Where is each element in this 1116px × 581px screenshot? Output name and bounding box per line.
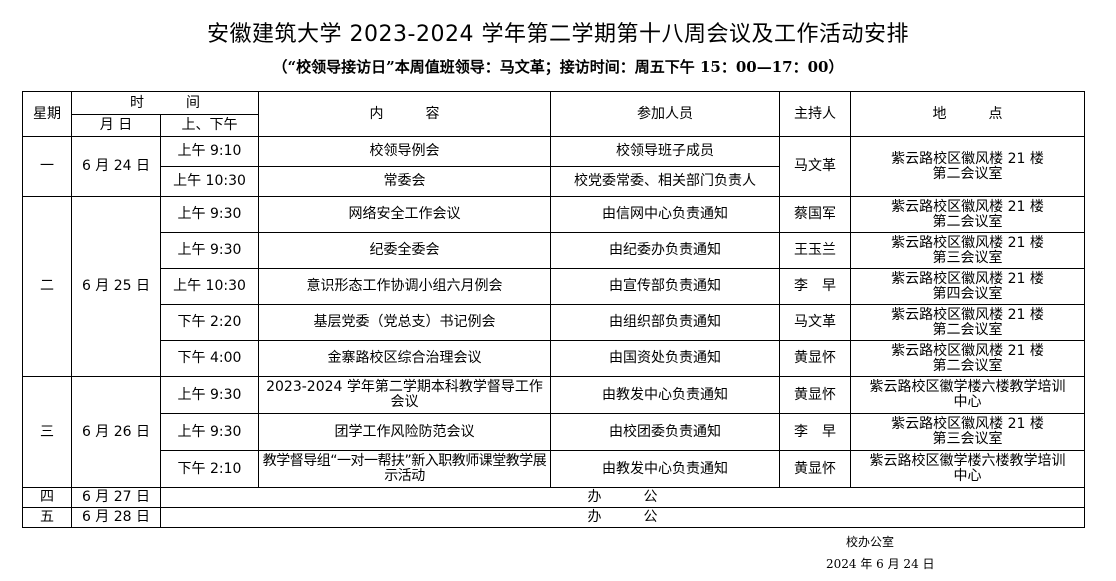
location-cell: 紫云路校区徽学楼六楼教学培训中心 bbox=[850, 376, 1085, 414]
footer-office: 校办公室 bbox=[846, 535, 895, 549]
table-row: 下午 2:10 教学督导组“一对一帮扶”新入职教师课堂教学展示活动 由教发中心负… bbox=[23, 450, 1085, 488]
date-cell: 6 月 27 日 bbox=[71, 487, 161, 508]
time-cell: 上午 9:30 bbox=[160, 376, 259, 414]
time-cell: 下午 4:00 bbox=[160, 340, 259, 377]
participants-cell: 由信网中心负责通知 bbox=[550, 196, 780, 233]
date-cell: 6 月 26 日 bbox=[71, 376, 161, 488]
header-host: 主持人 bbox=[779, 91, 851, 137]
location-cell: 紫云路校区徽风楼 21 楼第二会议室 bbox=[850, 136, 1085, 197]
location-cell: 紫云路校区徽学楼六楼教学培训中心 bbox=[850, 450, 1085, 488]
time-cell: 下午 2:10 bbox=[160, 450, 259, 488]
date-cell: 6 月 24 日 bbox=[71, 136, 161, 197]
participants-cell: 由教发中心负责通知 bbox=[550, 376, 780, 414]
host-cell: 马文革 bbox=[779, 304, 851, 341]
table-row: 上午 10:30 常委会 校党委常委、相关部门负责人 bbox=[23, 166, 1085, 197]
office-note-cell: 办 公 bbox=[160, 487, 1085, 508]
header-weekday: 星期 bbox=[22, 91, 72, 137]
host-cell: 黄显怀 bbox=[779, 340, 851, 377]
date-cell: 6 月 28 日 bbox=[71, 507, 161, 528]
participants-cell: 由教发中心负责通知 bbox=[550, 450, 780, 488]
footer-date: 2024 年 6 月 24 日 bbox=[826, 557, 935, 571]
host-cell: 黄显怀 bbox=[779, 450, 851, 488]
weekday-cell: 三 bbox=[22, 376, 72, 488]
content-cell: 基层党委（党总支）书记例会 bbox=[258, 304, 551, 341]
weekday-cell: 一 bbox=[22, 136, 72, 197]
table-row: 五 6 月 28 日 办 公 bbox=[22, 507, 1085, 528]
location-cell: 紫云路校区徽风楼 21 楼第四会议室 bbox=[850, 268, 1085, 305]
table-row: 上午 9:30 纪委全委会 由纪委办负责通知 王玉兰 紫云路校区徽风楼 21 楼… bbox=[23, 232, 1085, 269]
page-title: 安徽建筑大学 2023-2024 学年第二学期第十八周会议及工作活动安排 bbox=[207, 22, 909, 47]
location-cell: 紫云路校区徽风楼 21 楼第二会议室 bbox=[850, 304, 1085, 341]
content-cell: 常委会 bbox=[258, 166, 551, 197]
header-location: 地 点 bbox=[850, 91, 1085, 137]
location-cell: 紫云路校区徽风楼 21 楼第三会议室 bbox=[850, 232, 1085, 269]
content-cell: 2023-2024 学年第二学期本科教学督导工作会议 bbox=[258, 376, 551, 414]
participants-cell: 由纪委办负责通知 bbox=[550, 232, 780, 269]
table-row: 下午 2:20 基层党委（党总支）书记例会 由组织部负责通知 马文革 紫云路校区… bbox=[23, 304, 1085, 341]
content-cell: 网络安全工作会议 bbox=[258, 196, 551, 233]
participants-cell: 由校团委负责通知 bbox=[550, 413, 780, 451]
schedule-table: 星期 时 间 内 容 参加人员 主持人 地 点 月 日 上、下午 一 6 月 2… bbox=[22, 91, 1085, 528]
time-cell: 上午 9:10 bbox=[160, 136, 259, 167]
host-cell: 蔡国军 bbox=[779, 196, 851, 233]
time-cell: 上午 10:30 bbox=[160, 268, 259, 305]
participants-cell: 校领导班子成员 bbox=[550, 136, 780, 167]
host-cell: 黄显怀 bbox=[779, 376, 851, 414]
weekday-cell: 五 bbox=[22, 507, 72, 528]
host-cell: 李 早 bbox=[779, 268, 851, 305]
weekday-cell: 四 bbox=[22, 487, 72, 508]
location-cell: 紫云路校区徽风楼 21 楼第二会议室 bbox=[850, 340, 1085, 377]
time-cell: 上午 9:30 bbox=[160, 413, 259, 451]
content-cell: 校领导例会 bbox=[258, 136, 551, 167]
table-row: 二 6 月 25 日 上午 9:30 网络安全工作会议 由信网中心负责通知 蔡国… bbox=[22, 196, 1085, 377]
table-row: 上午 10:30 意识形态工作协调小组六月例会 由宣传部负责通知 李 早 紫云路… bbox=[23, 268, 1085, 305]
header-participants: 参加人员 bbox=[550, 91, 780, 137]
date-cell: 6 月 25 日 bbox=[71, 196, 161, 377]
table-row: 一 6 月 24 日 上午 9:10 校领导例会 校领导班子成员 马文革 紫云路… bbox=[22, 136, 1085, 197]
content-cell: 团学工作风险防范会议 bbox=[258, 413, 551, 451]
time-cell: 下午 2:20 bbox=[160, 304, 259, 341]
weekday-cell: 二 bbox=[22, 196, 72, 377]
time-cell: 上午 9:30 bbox=[160, 232, 259, 269]
header-date: 月 日 bbox=[71, 114, 161, 137]
header-time: 时 间 bbox=[71, 91, 259, 115]
host-cell: 李 早 bbox=[779, 413, 851, 451]
time-cell: 上午 9:30 bbox=[160, 196, 259, 233]
participants-cell: 由宣传部负责通知 bbox=[550, 268, 780, 305]
table-row: 三 6 月 26 日 上午 9:30 2023-2024 学年第二学期本科教学督… bbox=[22, 376, 1085, 488]
location-cell: 紫云路校区徽风楼 21 楼第三会议室 bbox=[850, 413, 1085, 451]
office-note-cell: 办 公 bbox=[160, 507, 1085, 528]
header-ampm: 上、下午 bbox=[160, 114, 259, 137]
page-subtitle: （“校领导接访日”本周值班领导：马文革；接访时间：周五下午 15：00—17：0… bbox=[272, 58, 844, 76]
participants-cell: 由组织部负责通知 bbox=[550, 304, 780, 341]
content-cell: 教学督导组“一对一帮扶”新入职教师课堂教学展示活动 bbox=[258, 450, 551, 488]
table-row: 四 6 月 27 日 办 公 bbox=[22, 487, 1085, 508]
content-cell: 纪委全委会 bbox=[258, 232, 551, 269]
host-cell: 马文革 bbox=[779, 136, 851, 197]
participants-cell: 由国资处负责通知 bbox=[550, 340, 780, 377]
table-row: 下午 4:00 金寨路校区综合治理会议 由国资处负责通知 黄显怀 紫云路校区徽风… bbox=[23, 340, 1085, 377]
header-row: 星期 时 间 内 容 参加人员 主持人 地 点 bbox=[22, 91, 1085, 137]
content-cell: 意识形态工作协调小组六月例会 bbox=[258, 268, 551, 305]
time-cell: 上午 10:30 bbox=[160, 166, 259, 197]
participants-cell: 校党委常委、相关部门负责人 bbox=[550, 166, 780, 197]
location-cell: 紫云路校区徽风楼 21 楼第二会议室 bbox=[850, 196, 1085, 233]
content-cell: 金寨路校区综合治理会议 bbox=[258, 340, 551, 377]
host-cell: 王玉兰 bbox=[779, 232, 851, 269]
header-content: 内 容 bbox=[258, 91, 551, 137]
table-row: 上午 9:30 团学工作风险防范会议 由校团委负责通知 李 早 紫云路校区徽风楼… bbox=[23, 413, 1085, 451]
